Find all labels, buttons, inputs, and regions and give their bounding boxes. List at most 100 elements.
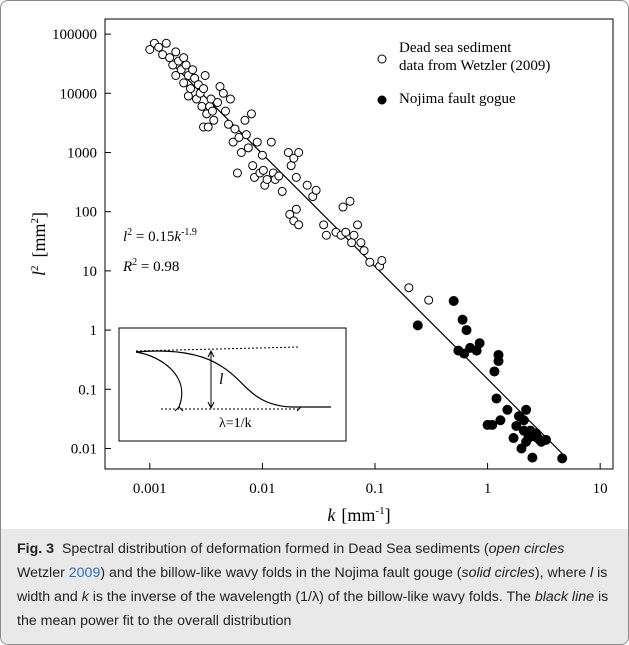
- caption-text: ), where: [534, 565, 591, 581]
- point: [171, 47, 181, 57]
- point: [183, 91, 193, 101]
- x-tick-label: 0.01: [249, 481, 275, 497]
- point: [319, 220, 329, 230]
- point: [345, 196, 355, 206]
- inset-curl: [135, 351, 183, 408]
- point: [240, 115, 250, 125]
- point: [207, 106, 217, 116]
- point: [377, 255, 387, 265]
- point: [525, 425, 536, 436]
- point: [197, 101, 207, 111]
- point: [230, 124, 240, 134]
- inset-curve: [135, 350, 331, 408]
- point: [199, 84, 209, 94]
- point: [154, 42, 164, 52]
- inset: l λ=1/k: [118, 327, 347, 442]
- point: [412, 320, 423, 331]
- point: [171, 70, 181, 80]
- eq-l: l: [123, 229, 127, 245]
- point: [213, 97, 223, 107]
- point: [521, 436, 532, 447]
- y-label-exp: 2: [29, 218, 41, 224]
- point: [448, 295, 459, 306]
- caption-link[interactable]: 2009: [68, 565, 101, 581]
- fit-line: [149, 41, 563, 454]
- inset-l-label: l: [219, 371, 224, 388]
- point: [236, 147, 246, 157]
- y-label-close: ]: [29, 212, 49, 218]
- caption-text: ) of the billow-like wavy folds. The: [319, 589, 535, 605]
- caption-text: open circles: [488, 541, 565, 557]
- eq-sup: 2: [127, 227, 132, 238]
- point: [359, 246, 369, 256]
- point: [338, 202, 348, 212]
- point: [294, 147, 304, 157]
- r2-sup: 2: [132, 257, 137, 268]
- y-tick-label: 100000: [52, 27, 97, 43]
- inset-ticks: [174, 406, 302, 412]
- point: [347, 238, 357, 248]
- caption-text: solid circles: [461, 565, 535, 581]
- point: [489, 366, 500, 377]
- caption-text: λ: [311, 589, 320, 605]
- y-label-sup: 2: [29, 265, 41, 271]
- caption-text: Wetzler: [17, 565, 69, 581]
- point: [285, 209, 295, 219]
- point: [487, 419, 498, 430]
- y-tick-label: 10: [82, 264, 97, 280]
- point: [356, 238, 366, 248]
- point: [179, 78, 189, 88]
- point: [459, 348, 470, 359]
- point: [286, 161, 296, 171]
- point: [291, 172, 301, 182]
- y-tick-label: 0.01: [71, 441, 97, 457]
- point: [220, 106, 230, 116]
- legend-entry: Nojima fault gogue: [399, 91, 516, 107]
- point: [511, 420, 522, 431]
- point: [540, 434, 551, 445]
- inset-dash-top: [135, 346, 300, 352]
- caption-text: is width and: [17, 565, 608, 605]
- point: [258, 165, 268, 175]
- point: [225, 94, 235, 104]
- caption-text: Spectral distribution of deformation for…: [61, 541, 489, 557]
- inset-lambda-label: λ=1/k: [219, 416, 252, 431]
- point: [527, 452, 538, 463]
- inset-arrowheads: [207, 349, 215, 410]
- y-tick-label: 0.1: [78, 382, 97, 398]
- point: [404, 283, 414, 293]
- point: [495, 415, 506, 426]
- point: [243, 143, 253, 153]
- x-tick-label: 1: [484, 481, 492, 497]
- r2-eq: = 0.98: [137, 259, 179, 275]
- point: [502, 404, 513, 415]
- point: [349, 230, 359, 240]
- point: [302, 180, 312, 190]
- point: [179, 53, 189, 63]
- x-tick-label: 0.1: [366, 481, 385, 497]
- point: [252, 137, 262, 147]
- eq-eq: = 0.15: [132, 229, 174, 245]
- point: [203, 122, 213, 132]
- point: [341, 227, 351, 237]
- point: [200, 70, 210, 80]
- caption-text: k: [81, 589, 89, 605]
- point: [291, 204, 301, 214]
- point: [557, 453, 568, 464]
- x-label-unit: [mm: [341, 505, 375, 525]
- point: [165, 53, 175, 63]
- point: [232, 168, 242, 178]
- point: [532, 433, 543, 444]
- point: [353, 220, 363, 230]
- caption-text: is the inverse of the wavelength (1/: [88, 589, 312, 605]
- caption-text: black line: [534, 589, 595, 605]
- point: [224, 119, 234, 129]
- point: [209, 115, 219, 125]
- point: [241, 130, 251, 140]
- point: [262, 174, 272, 184]
- y-label-name: l: [29, 271, 49, 276]
- y-label-unit: [mm: [29, 223, 49, 257]
- point: [181, 60, 191, 70]
- point: [218, 88, 228, 98]
